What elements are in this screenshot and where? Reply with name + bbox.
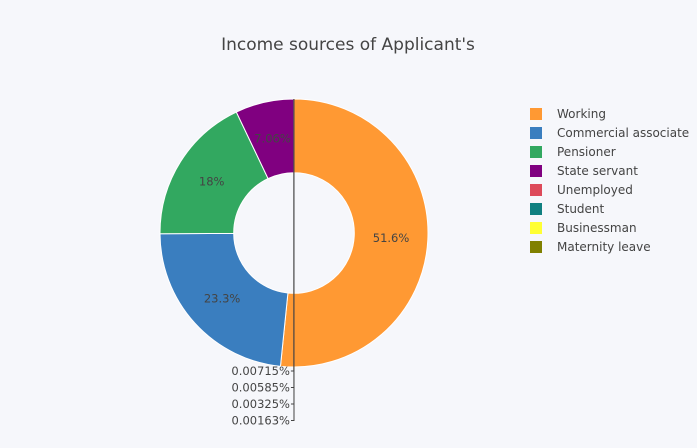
legend-label-pensioner[interactable]: Pensioner	[557, 145, 616, 159]
slice-pensioner	[159, 111, 269, 235]
slice-label-unemployed: 0.00715%	[231, 364, 290, 378]
legend-label-student[interactable]: Student	[557, 202, 605, 216]
legend: Working Commercial associate Pensioner Stat…	[530, 107, 689, 254]
legend-swatch-working[interactable]	[530, 108, 542, 120]
legend-swatch-student[interactable]	[530, 203, 542, 215]
legend-label-maternity-leave[interactable]: Maternity leave	[557, 240, 651, 254]
legend-swatch-pensioner[interactable]	[530, 146, 542, 158]
legend-swatch-maternity-leave[interactable]	[530, 241, 542, 253]
slice-commercial-associate	[159, 232, 289, 367]
legend-swatch-state-servant[interactable]	[530, 165, 542, 177]
slice-label-working: 51.6%	[373, 231, 410, 245]
slice-label-student: 0.00585%	[231, 381, 290, 395]
legend-label-unemployed[interactable]: Unemployed	[557, 183, 633, 197]
slice-label-state-servant: 7.06%	[254, 131, 291, 145]
chart-title: Income sources of Applicant's	[221, 35, 475, 55]
legend-label-commercial-associate[interactable]: Commercial associate	[557, 126, 689, 140]
leader-line-maternity-leave	[290, 99, 295, 421]
slice-label-businessman: 0.00325%	[231, 397, 290, 411]
legend-swatch-unemployed[interactable]	[530, 184, 542, 196]
legend-swatch-commercial-associate[interactable]	[530, 127, 542, 139]
slice-working	[279, 98, 429, 368]
legend-label-businessman[interactable]: Businessman	[557, 221, 637, 235]
pie-labels: 51.6% 23.3% 18% 7.06% 0.00715% 0.00585% 0.0032…	[199, 99, 409, 428]
slice-label-commercial-associate: 23.3%	[204, 291, 241, 305]
slice-label-maternity-leave: 0.00163%	[232, 414, 291, 428]
legend-label-state-servant[interactable]: State servant	[557, 164, 638, 178]
legend-label-working[interactable]: Working	[557, 107, 606, 121]
legend-swatch-businessman[interactable]	[530, 222, 542, 234]
slice-label-pensioner: 18%	[199, 174, 225, 188]
pie-slices	[159, 98, 429, 368]
